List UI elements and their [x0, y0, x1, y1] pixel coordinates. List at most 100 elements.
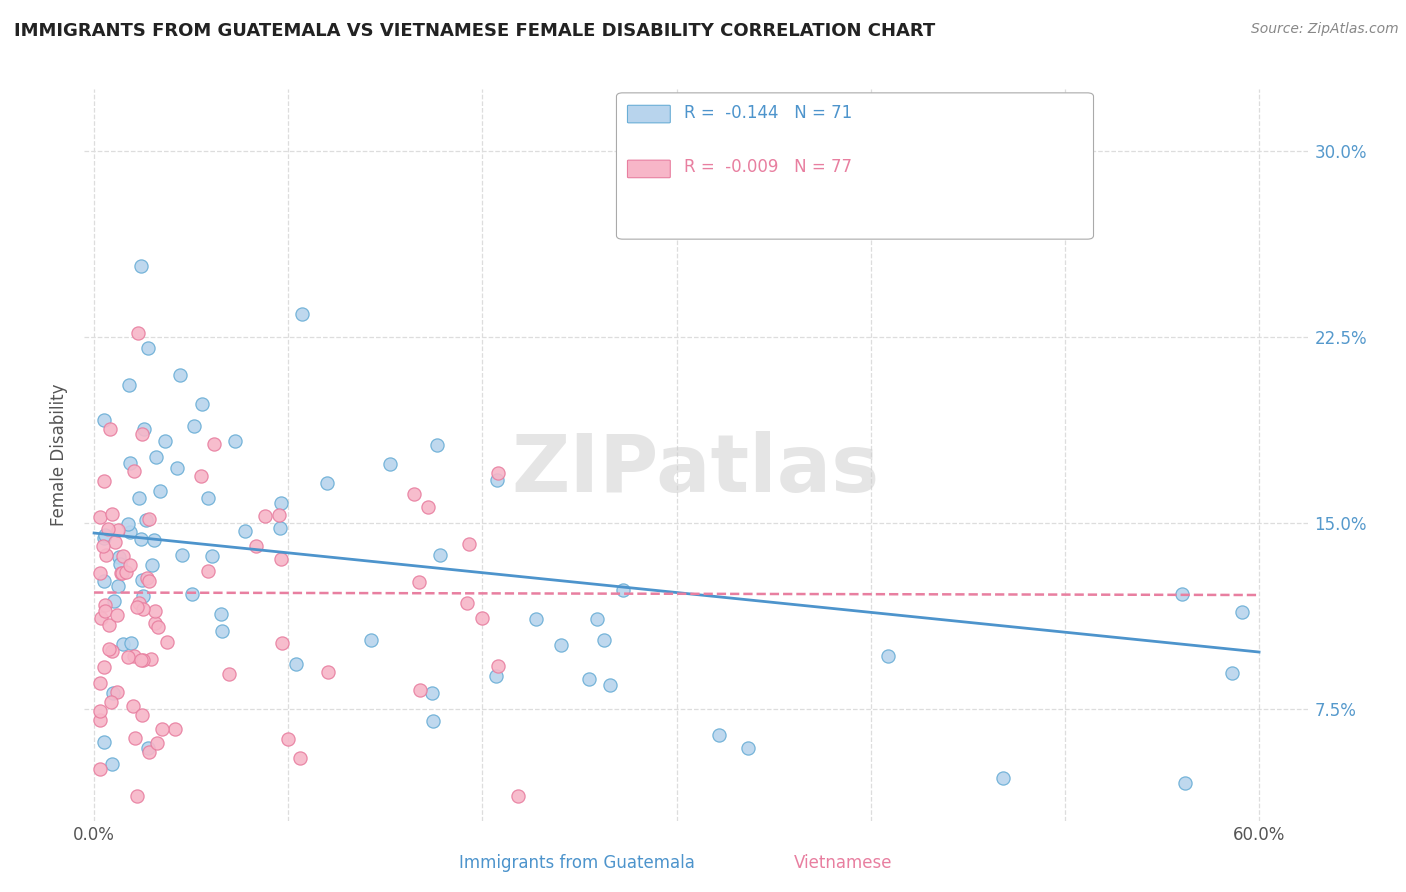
Point — [486, 466, 509, 480]
Point — [117, 650, 139, 665]
Point — [128, 491, 150, 505]
Point — [94, 598, 117, 612]
Point — [107, 579, 129, 593]
Point — [197, 565, 219, 579]
Point — [290, 751, 312, 765]
Point — [96, 548, 118, 562]
Point — [138, 512, 160, 526]
Point — [360, 632, 382, 647]
Point — [991, 771, 1014, 785]
Text: R =  -0.009   N = 77: R = -0.009 N = 77 — [683, 159, 852, 177]
Point — [100, 507, 122, 521]
Point — [271, 635, 294, 649]
Point — [485, 473, 508, 487]
Point — [197, 491, 219, 505]
Point — [209, 607, 232, 621]
Point — [426, 438, 449, 452]
Point — [94, 604, 117, 618]
Point — [91, 539, 114, 553]
Point — [191, 397, 214, 411]
Point — [316, 665, 339, 679]
Point — [181, 587, 204, 601]
Point — [416, 500, 439, 515]
Point — [125, 789, 148, 803]
Point — [148, 620, 170, 634]
Point — [458, 537, 481, 551]
Point — [115, 565, 138, 579]
Point — [93, 531, 115, 545]
Point — [89, 566, 111, 580]
Point — [143, 604, 166, 618]
Point — [233, 524, 256, 538]
Point — [253, 509, 276, 524]
Point — [136, 741, 159, 756]
Point — [97, 522, 120, 536]
Point — [155, 434, 177, 449]
Point — [93, 659, 115, 673]
Point — [101, 643, 124, 657]
Point — [408, 682, 430, 697]
Point — [105, 684, 128, 698]
Point — [101, 757, 124, 772]
Point — [98, 422, 121, 436]
Point — [524, 612, 547, 626]
Point — [110, 566, 132, 581]
Point — [138, 574, 160, 589]
Point — [135, 513, 157, 527]
Point — [145, 450, 167, 464]
Point — [98, 617, 121, 632]
Point — [127, 326, 149, 340]
Point — [89, 762, 111, 776]
Point — [135, 571, 157, 585]
Point — [211, 624, 233, 639]
Point — [291, 307, 314, 321]
Point — [707, 727, 730, 741]
Point — [143, 616, 166, 631]
Point — [585, 612, 607, 626]
Point — [89, 676, 111, 690]
Point — [408, 575, 430, 590]
Point — [218, 667, 240, 681]
FancyBboxPatch shape — [627, 161, 671, 178]
Point — [129, 652, 152, 666]
Point — [141, 652, 163, 666]
Point — [876, 649, 898, 664]
Text: Source: ZipAtlas.com: Source: ZipAtlas.com — [1251, 22, 1399, 37]
Point — [101, 686, 124, 700]
Point — [267, 508, 290, 522]
Point — [93, 574, 115, 589]
Point — [120, 636, 142, 650]
Point — [737, 740, 759, 755]
Point — [131, 427, 153, 442]
Point — [169, 368, 191, 382]
Point — [132, 589, 155, 603]
Point — [508, 789, 530, 803]
Point — [578, 672, 600, 686]
Point — [89, 509, 111, 524]
Point — [112, 549, 135, 563]
Point — [93, 474, 115, 488]
Point — [117, 516, 139, 531]
Point — [110, 566, 132, 580]
Point — [143, 533, 166, 547]
Point — [122, 648, 145, 663]
Point — [124, 464, 146, 478]
Point — [150, 723, 173, 737]
Point — [270, 496, 292, 510]
FancyBboxPatch shape — [627, 105, 671, 123]
Point — [97, 642, 120, 657]
Point — [190, 468, 212, 483]
Point — [245, 539, 267, 553]
Point — [104, 534, 127, 549]
Point — [118, 558, 141, 573]
Point — [224, 434, 246, 448]
Point — [155, 635, 177, 649]
Point — [1230, 605, 1253, 619]
Point — [166, 460, 188, 475]
Text: Vietnamese: Vietnamese — [794, 855, 893, 872]
Point — [269, 521, 291, 535]
Point — [1174, 776, 1197, 790]
Point — [90, 611, 112, 625]
Point — [138, 745, 160, 759]
Point — [149, 484, 172, 499]
